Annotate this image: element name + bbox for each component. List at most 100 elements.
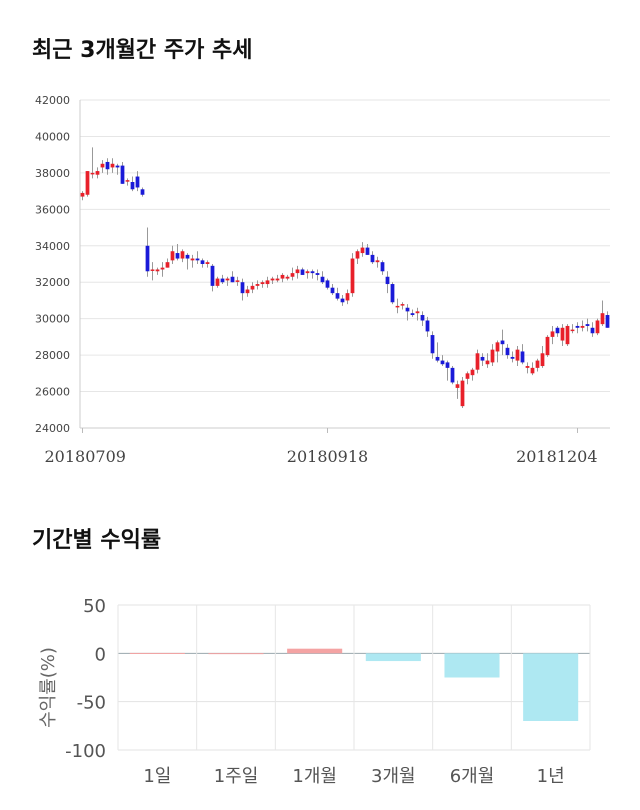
candle (530, 362, 535, 376)
candle (370, 251, 375, 264)
candle (205, 260, 210, 268)
candle-body (545, 336, 550, 356)
candle-body (205, 262, 210, 264)
candle (435, 342, 440, 363)
candle-body (560, 327, 565, 341)
candle (510, 351, 515, 363)
candle (525, 362, 530, 374)
candle (520, 344, 525, 365)
candle (110, 158, 115, 173)
candle (595, 318, 600, 336)
candle-body (490, 349, 495, 363)
candle-body (425, 320, 430, 332)
candle (250, 282, 255, 294)
y-tick-label: 32000 (35, 276, 70, 289)
candle (120, 161, 125, 184)
candle-body (100, 163, 105, 168)
candle (385, 271, 390, 294)
candle (375, 256, 380, 268)
candle (220, 274, 225, 285)
candle (180, 249, 185, 263)
candle-body (360, 247, 365, 254)
candle (80, 191, 85, 201)
candle (225, 276, 230, 286)
candle-body (185, 254, 190, 259)
candle-body (325, 280, 330, 288)
candle-body (470, 369, 475, 376)
candle (155, 267, 160, 275)
candle (290, 267, 295, 281)
candle-body (260, 282, 265, 285)
y-tick-label: -100 (65, 741, 106, 762)
candle-body (210, 265, 215, 286)
candle (575, 322, 580, 334)
candle (470, 367, 475, 381)
candle (460, 376, 465, 408)
candle-body (135, 176, 140, 188)
candle (185, 253, 190, 270)
candle-body (220, 278, 225, 283)
candle (450, 366, 455, 385)
x-tick-label: 1년 (537, 766, 565, 787)
candle-body (255, 284, 260, 286)
candle (345, 289, 350, 305)
candle (145, 227, 150, 277)
y-tick-label: 24000 (35, 422, 70, 435)
candle-body (290, 273, 295, 277)
candle (475, 349, 480, 374)
candle (365, 243, 370, 255)
candle-body (190, 258, 195, 261)
candle (580, 320, 585, 332)
x-tick-label: 3개월 (371, 766, 416, 787)
candle-body (265, 280, 270, 285)
candle (215, 276, 220, 288)
candle (400, 302, 405, 310)
candle (395, 298, 400, 314)
x-tick-label: 1개월 (292, 766, 337, 787)
candle-body (175, 253, 180, 259)
candle-body (570, 329, 575, 332)
y-tick-label: 34000 (35, 240, 70, 253)
candle-body (120, 165, 125, 184)
candle (535, 358, 540, 372)
candle (325, 278, 330, 290)
y-tick-label: 50 (83, 596, 106, 617)
candle-body (495, 342, 500, 352)
candle (360, 242, 365, 257)
candle-body (350, 258, 355, 294)
x-tick-label: 1일 (143, 766, 171, 787)
candle (315, 269, 320, 281)
candle-body (520, 351, 525, 363)
candle-body (90, 172, 95, 175)
candle-body (445, 362, 450, 368)
candle-body (275, 278, 280, 281)
candle (380, 260, 385, 275)
candle-body (595, 320, 600, 334)
candle-body (105, 161, 110, 170)
candle (390, 282, 395, 305)
candle (270, 276, 275, 285)
candle-body (195, 258, 200, 261)
candle-body (140, 189, 145, 195)
candle-body (230, 276, 235, 283)
candle-body (285, 276, 290, 279)
candle-body (465, 373, 470, 379)
return-bar (523, 653, 579, 721)
candle-body (280, 274, 285, 279)
candle (410, 309, 415, 317)
candle-body (390, 284, 395, 303)
candle (85, 171, 90, 197)
y-tick-label: 36000 (35, 203, 70, 216)
candle (570, 324, 575, 334)
y-tick-label: 28000 (35, 349, 70, 362)
candle (550, 325, 555, 345)
candle-body (125, 180, 130, 182)
candle (285, 274, 290, 281)
candle-body (600, 313, 605, 325)
candle (430, 331, 435, 359)
candle (275, 274, 280, 283)
y-tick-label: 38000 (35, 167, 70, 180)
returns-title: 기간별 수익률 (32, 528, 162, 553)
candle (200, 258, 205, 268)
candle-body (385, 276, 390, 285)
